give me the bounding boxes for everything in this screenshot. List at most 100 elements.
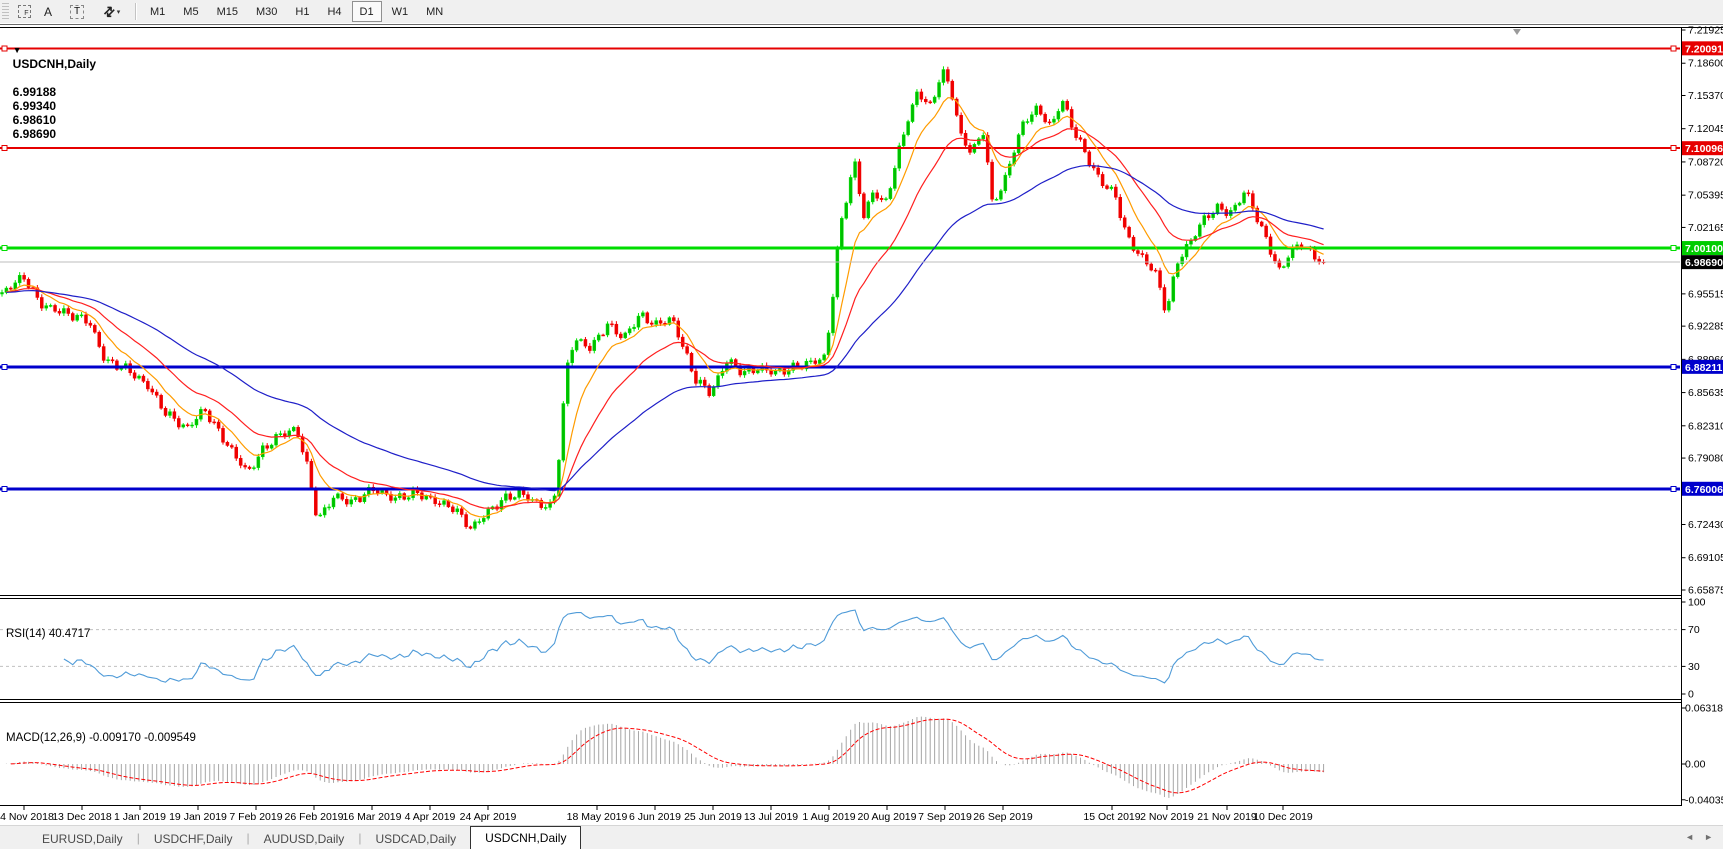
price-tick-label: 6.79080	[1688, 453, 1723, 465]
tab-scroll-arrows: ◄ ►	[1685, 831, 1713, 843]
arrows-tool-icon[interactable]: ⇄ ▾	[95, 2, 129, 21]
timeframe-button-mn[interactable]: MN	[418, 1, 451, 22]
rsi-line	[64, 610, 1324, 683]
toolbar-grip-handle[interactable]	[2, 3, 9, 21]
ma-overlays	[6, 98, 1323, 517]
date-label: 24 Nov 2018	[0, 811, 54, 823]
price-tick-label: 6.72430	[1688, 519, 1723, 531]
frame-f-glyph: F	[18, 5, 31, 18]
font-a-glyph: A	[44, 5, 52, 19]
timeframe-button-d1[interactable]: D1	[352, 1, 382, 22]
date-label: 13 Jul 2019	[744, 811, 798, 823]
macd-panel	[2, 717, 1324, 798]
date-label: 1 Jan 2019	[114, 811, 166, 823]
hline-handle[interactable]	[2, 246, 7, 251]
rsi-scale-label: 70	[1688, 624, 1700, 636]
price-badge-label: 7.00100	[1685, 243, 1723, 255]
hline-handle[interactable]	[1671, 46, 1676, 51]
hline-handle[interactable]	[2, 486, 7, 491]
date-label: 24 Apr 2019	[460, 811, 517, 823]
chart-canvas[interactable]: 7.219257.186007.153707.120457.087207.053…	[0, 24, 1723, 825]
price-tick-label: 6.82310	[1688, 420, 1723, 432]
date-label: 18 May 2019	[567, 811, 628, 823]
rsi-scale-label: 100	[1688, 597, 1706, 609]
price-tick-label: 7.21925	[1688, 25, 1723, 37]
tab-usdchf[interactable]: USDCHF,Daily	[140, 829, 247, 849]
price-tick-label: 6.69105	[1688, 552, 1723, 564]
panel-borders	[0, 24, 1723, 806]
price-badge-label: 6.98690	[1685, 257, 1723, 269]
symbol-label: USDCNH,Daily	[13, 57, 96, 71]
price-tick-label: 6.95515	[1688, 288, 1723, 300]
price-tick-label: 7.12045	[1688, 123, 1723, 135]
date-label: 10 Dec 2019	[1253, 811, 1313, 823]
timeframe-button-m5[interactable]: M5	[175, 1, 206, 22]
rsi-scale-label: 0	[1688, 689, 1694, 701]
date-label: 2 Nov 2019	[1140, 811, 1194, 823]
tab-usdcnh[interactable]: USDCNH,Daily	[470, 826, 581, 849]
hline-handle[interactable]	[1671, 364, 1676, 369]
ohlc-high: 6.99340	[13, 99, 56, 113]
date-label: 15 Oct 2019	[1083, 811, 1140, 823]
date-label: 16 Mar 2019	[343, 811, 402, 823]
tab-list: EURUSD,Daily|USDCHF,Daily|AUDUSD,Daily|U…	[28, 826, 581, 849]
timeframe-button-m30[interactable]: M30	[248, 1, 285, 22]
date-label: 7 Feb 2019	[229, 811, 282, 823]
rsi-scale-label: 30	[1688, 661, 1700, 673]
price-badge-label: 7.10096	[1685, 143, 1723, 155]
date-label: 26 Sep 2019	[973, 811, 1033, 823]
ohlc-low: 6.98610	[13, 113, 56, 127]
toolbar-separator	[135, 3, 136, 20]
date-label: 26 Feb 2019	[285, 811, 344, 823]
date-label: 20 Aug 2019	[858, 811, 917, 823]
hline-handle[interactable]	[1671, 486, 1676, 491]
ema-slow-line	[6, 166, 1323, 491]
symbol-collapse-icon[interactable]: ▼	[13, 45, 22, 55]
ema-fast-line	[6, 98, 1323, 517]
ohlc-open: 6.99188	[13, 85, 56, 99]
timeframe-button-w1[interactable]: W1	[384, 1, 417, 22]
price-tick-label: 7.18600	[1688, 58, 1723, 70]
tab-scroll-left-icon[interactable]: ◄	[1685, 831, 1694, 843]
hline-handle[interactable]	[1671, 246, 1676, 251]
date-label: 13 Dec 2018	[52, 811, 112, 823]
timeframe-button-h1[interactable]: H1	[287, 1, 317, 22]
symbol-tab-bar: EURUSD,Daily|USDCHF,Daily|AUDUSD,Daily|U…	[0, 825, 1723, 849]
price-badge-label: 7.20091	[1685, 43, 1723, 55]
price-badge-label: 6.88211	[1685, 362, 1723, 374]
date-label: 1 Aug 2019	[802, 811, 855, 823]
ohlc-close: 6.98690	[13, 127, 56, 141]
chart-shift-marker-icon[interactable]	[1513, 29, 1521, 35]
arrows-glyph: ⇄	[100, 2, 119, 21]
macd-signal-line	[11, 719, 1324, 793]
date-label: 6 Jun 2019	[629, 811, 681, 823]
tab-audusd[interactable]: AUDUSD,Daily	[250, 829, 359, 849]
horizontal-lines	[0, 46, 1680, 491]
tab-eurusd[interactable]: EURUSD,Daily	[28, 829, 137, 849]
price-tick-label: 7.02165	[1688, 222, 1723, 234]
date-label: 4 Apr 2019	[405, 811, 456, 823]
text-label-icon[interactable]: T	[66, 2, 88, 21]
price-tick-label: 6.92285	[1688, 321, 1723, 333]
date-label: 19 Jan 2019	[169, 811, 227, 823]
macd-scale-label: 0.00	[1685, 759, 1706, 771]
price-tick-label: 6.85635	[1688, 387, 1723, 399]
timeframe-button-m15[interactable]: M15	[209, 1, 246, 22]
frame-f-icon[interactable]: F	[13, 2, 35, 21]
rsi-panel	[0, 610, 1680, 683]
font-a-icon[interactable]: A	[37, 2, 59, 21]
tab-usdcad[interactable]: USDCAD,Daily	[361, 829, 470, 849]
hline-handle[interactable]	[1671, 146, 1676, 151]
price-tick-label: 7.15370	[1688, 90, 1723, 102]
text-label-glyph: T	[70, 5, 84, 19]
tab-scroll-right-icon[interactable]: ►	[1704, 831, 1713, 843]
timeframe-button-m1[interactable]: M1	[142, 1, 173, 22]
hline-handle[interactable]	[2, 146, 7, 151]
timeframe-button-h4[interactable]: H4	[319, 1, 349, 22]
ema-mid-line	[6, 129, 1323, 508]
hline-handle[interactable]	[2, 364, 7, 369]
